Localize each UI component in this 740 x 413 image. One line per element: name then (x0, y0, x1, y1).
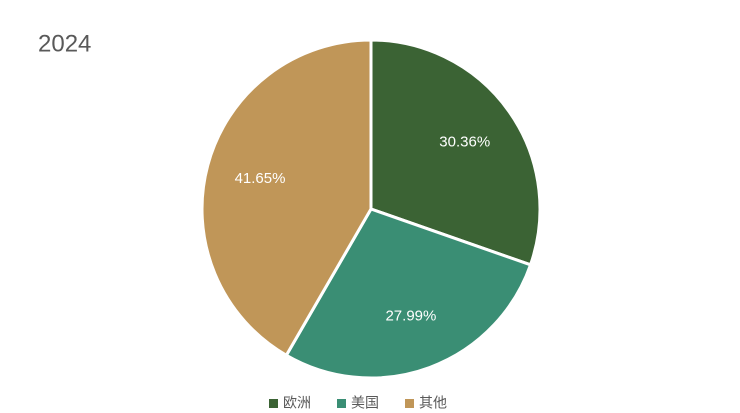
legend-marker (337, 399, 346, 408)
legend-label: 欧洲 (283, 395, 311, 411)
legend-marker (269, 399, 278, 408)
data-label: 41.65% (235, 170, 286, 187)
legend-label: 其他 (419, 395, 447, 411)
pie-slice (369, 38, 542, 267)
data-label: 30.36% (439, 133, 490, 150)
data-label: 27.99% (385, 308, 436, 325)
pie-slice (200, 38, 373, 358)
chart-title: 2024 (38, 30, 91, 57)
legend-label: 美国 (351, 395, 379, 411)
legend-marker (405, 399, 414, 408)
